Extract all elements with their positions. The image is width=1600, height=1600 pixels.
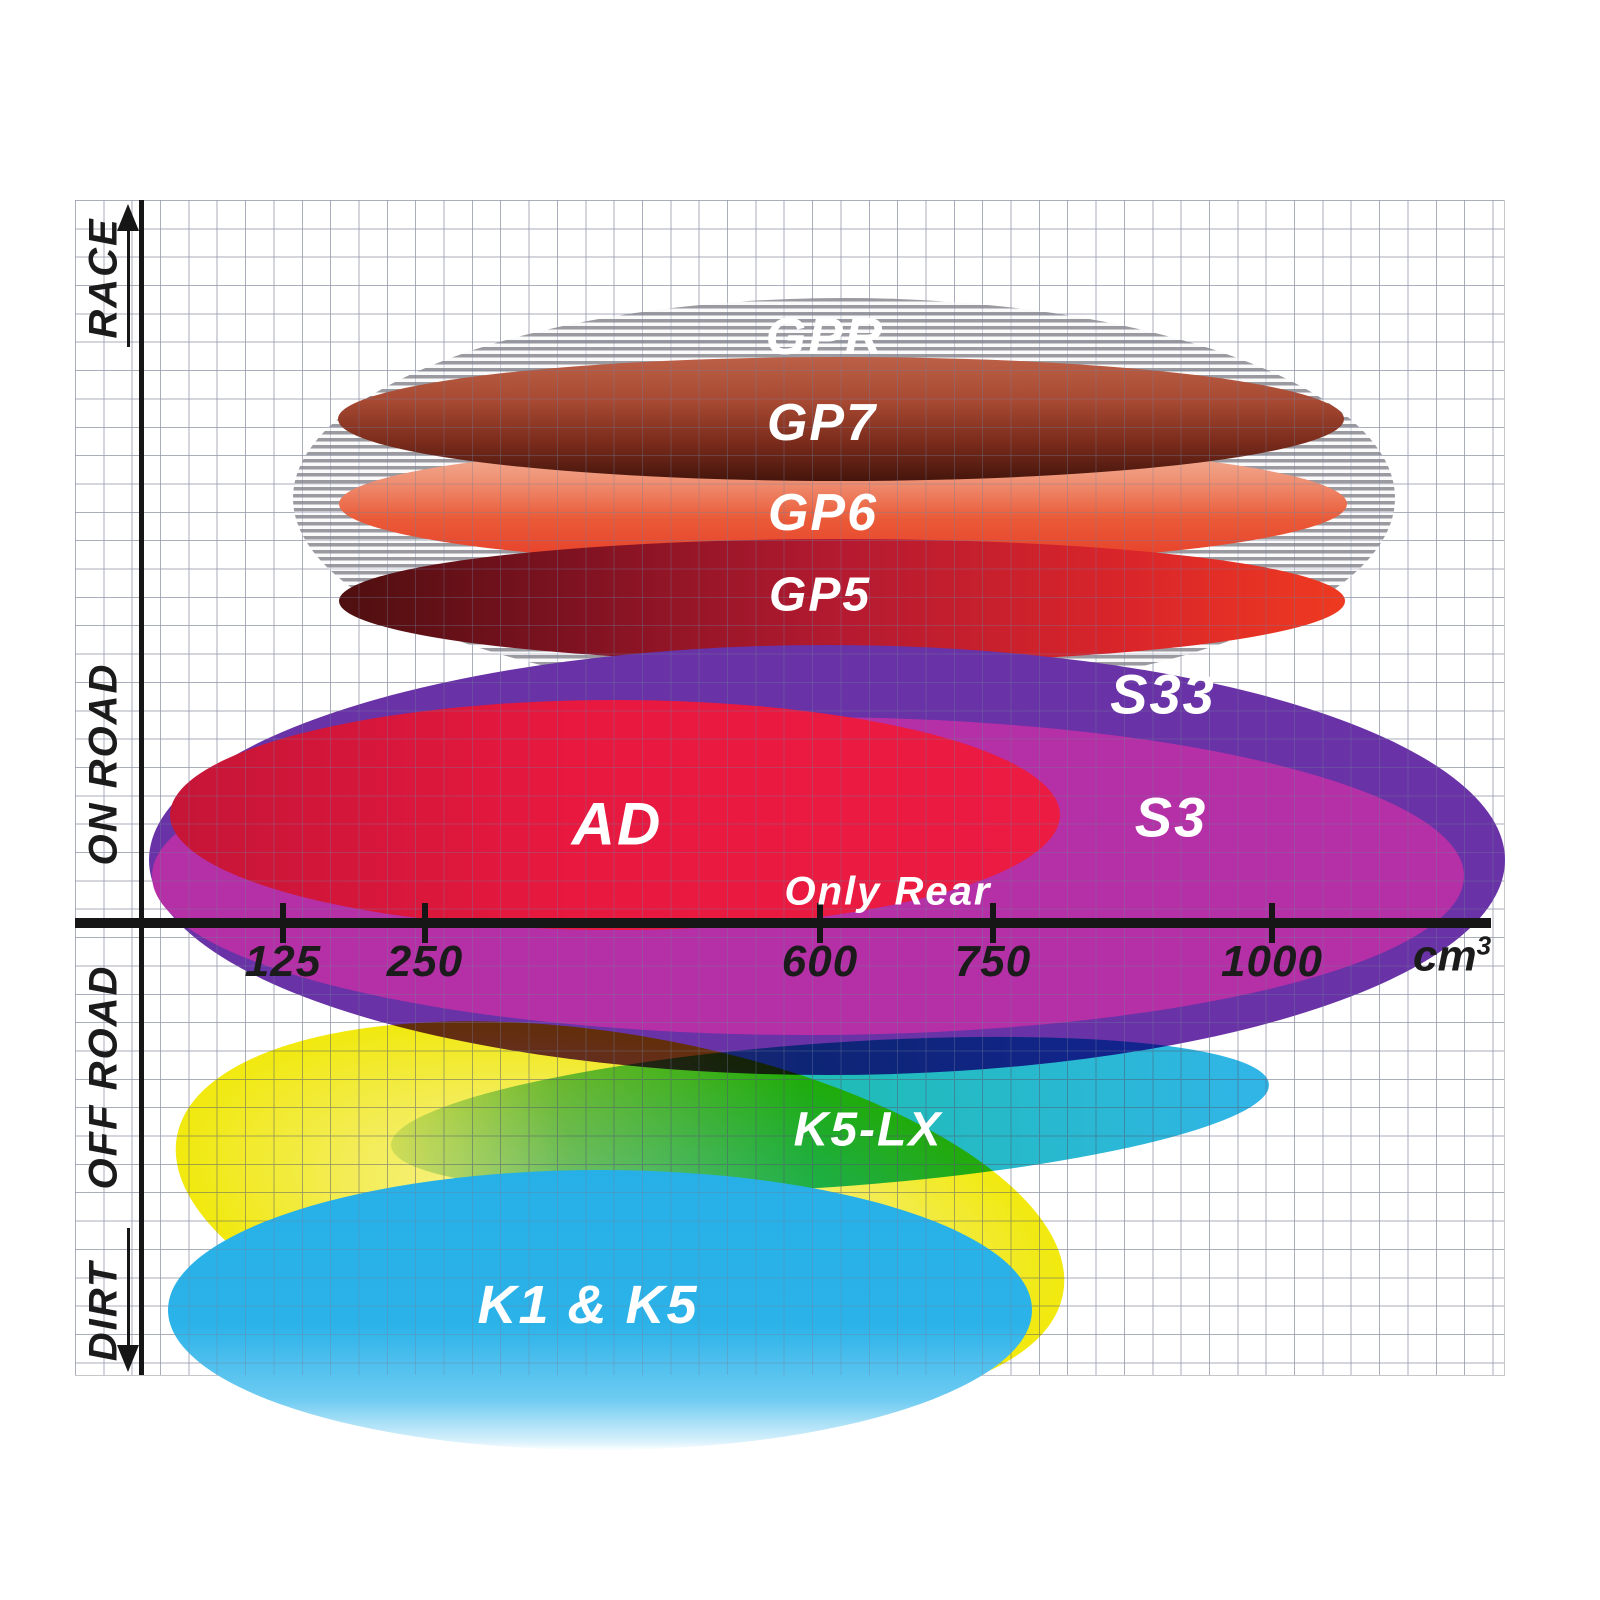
x-tick-label-600: 600 <box>781 937 859 986</box>
x-axis-line <box>75 918 1491 928</box>
y-zone-label-on-road: ON ROAD <box>81 662 126 866</box>
ellipse-gp5 <box>339 539 1345 663</box>
zone-arrow-line-dirt <box>126 1228 130 1350</box>
pad-label-gp5: GP5 <box>768 568 872 622</box>
x-tick-750 <box>990 903 996 943</box>
x-axis-unit-exponent: 3 <box>1476 930 1492 961</box>
x-axis-unit-label: cm3 <box>1413 931 1491 982</box>
pad-label-only-rear: Only Rear <box>784 869 992 914</box>
zone-arrow-line-race <box>126 226 130 347</box>
x-tick-label-1000: 1000 <box>1221 937 1323 986</box>
x-tick-250 <box>422 903 428 943</box>
x-tick-label-125: 125 <box>244 937 322 986</box>
pad-label-s33: S33 <box>1110 662 1216 726</box>
pad-label-ad: AD <box>571 790 663 858</box>
x-tick-600 <box>817 903 823 943</box>
arrow-up-icon <box>117 204 139 231</box>
ellipse-k1k5 <box>168 1170 1032 1450</box>
y-axis-line <box>139 200 144 1375</box>
pad-label-gpr: GPR <box>765 308 885 366</box>
ellipse-gp7 <box>338 357 1344 481</box>
pad-label-k1k5: K1 & K5 <box>477 1275 699 1335</box>
x-axis-unit-text: cm <box>1412 931 1477 981</box>
y-zone-label-off-road: OFF ROAD <box>81 964 126 1190</box>
pad-label-s3: S3 <box>1134 785 1208 849</box>
x-tick-label-750: 750 <box>954 937 1032 986</box>
ellipse-ad <box>170 700 1060 930</box>
x-tick-label-250: 250 <box>386 937 464 986</box>
x-tick-1000 <box>1269 903 1275 943</box>
pad-label-gp7: GP7 <box>766 394 878 452</box>
arrow-down-icon <box>117 1345 139 1372</box>
pad-label-gp6: GP6 <box>767 484 879 542</box>
y-zone-label-race: RACE <box>81 217 126 339</box>
x-tick-125 <box>280 903 286 943</box>
pad-label-k5lx: K5-LX <box>793 1103 943 1157</box>
